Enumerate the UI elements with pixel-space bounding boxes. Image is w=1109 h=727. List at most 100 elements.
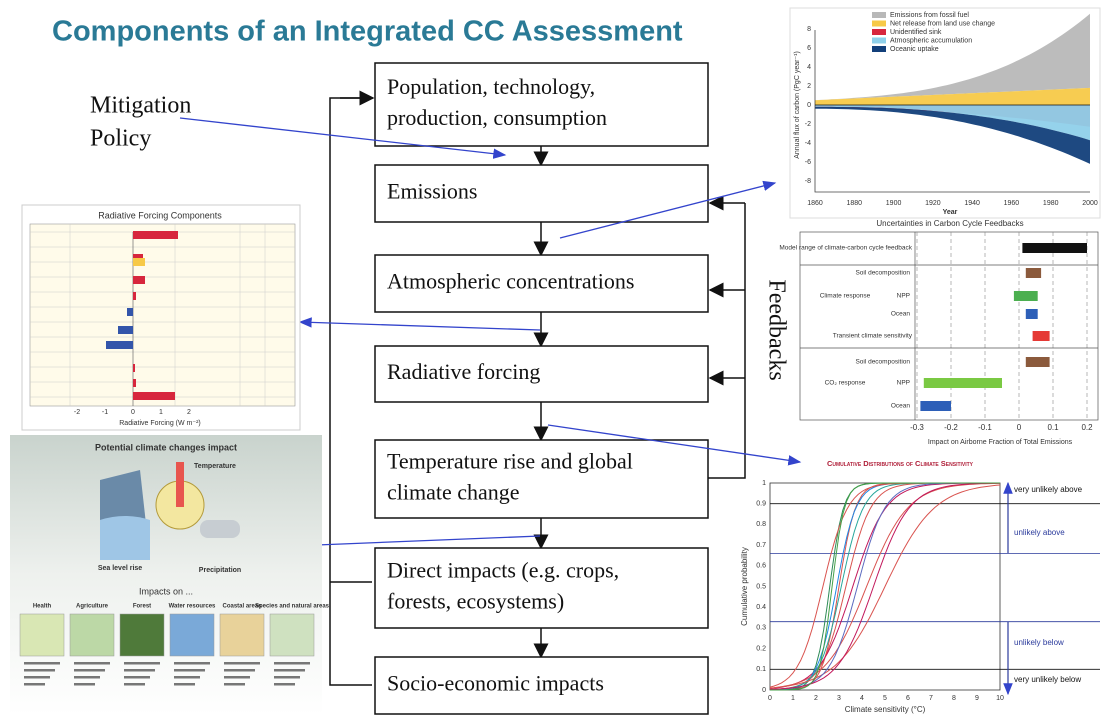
x-tick-label: -0.3 [910, 423, 924, 432]
row-label: NPP [897, 293, 910, 300]
text-line [224, 669, 255, 672]
legend-label: Emissions from fossil fuel [890, 12, 969, 19]
sector-icon [170, 614, 214, 656]
thumb-title: Uncertainties in Carbon Cycle Feedbacks [876, 219, 1023, 228]
text-line [74, 683, 95, 686]
slide: Components of an Integrated CC Assessmen… [0, 0, 1109, 727]
sector-label: Agriculture [76, 604, 109, 610]
forcing-bar [133, 231, 178, 239]
band-label: very unlikely above [1014, 485, 1083, 494]
x-tick-label: 1 [791, 695, 795, 702]
y-tick-label: 0.7 [756, 542, 766, 549]
bracket-line [330, 98, 372, 685]
x-tick-label: 8 [952, 695, 956, 702]
x-tick-label: 7 [929, 695, 933, 702]
text-line [174, 669, 205, 672]
text-line [124, 662, 160, 665]
sector-label: Health [33, 604, 52, 610]
forcing-bar [133, 379, 136, 387]
x-tick-label: 1900 [886, 200, 902, 207]
link-arrow [300, 322, 540, 330]
sector-icon [70, 614, 114, 656]
box-label: Radiative forcing [387, 359, 540, 384]
link-arrow [292, 536, 540, 546]
sea [100, 516, 150, 560]
box-label: Temperature rise and global [387, 449, 633, 474]
flow-box: Population, technology,production, consu… [375, 63, 708, 146]
x-tick-label: 1940 [964, 200, 980, 207]
x-tick-label: 0 [131, 409, 135, 416]
text-line [124, 683, 145, 686]
slide-title: Components of an Integrated CC Assessmen… [52, 16, 683, 48]
text-line [224, 662, 260, 665]
x-tick-label: 2000 [1082, 200, 1098, 207]
x-tick-label: 0.2 [1081, 423, 1093, 432]
text-line [274, 662, 310, 665]
y-tick-label: -8 [805, 178, 811, 185]
x-tick-label: 10 [996, 695, 1004, 702]
y-axis-label: Cumulative probability [740, 547, 749, 626]
text-line [74, 669, 105, 672]
x-axis-label: Radiative Forcing (W m⁻²) [119, 420, 200, 427]
text-line [74, 662, 110, 665]
sector-icon [220, 614, 264, 656]
y-tick-label: -4 [805, 140, 811, 147]
x-tick-label: 1920 [925, 200, 941, 207]
thermo-tube [176, 462, 184, 507]
box-label: Atmospheric concentrations [387, 269, 634, 294]
sector-icon [20, 614, 64, 656]
text-line [124, 669, 155, 672]
legend-label: Unidentified sink [890, 29, 942, 36]
y-tick-label: 0.5 [756, 583, 766, 590]
uncertainty-bar [1026, 268, 1041, 278]
text-line [224, 676, 250, 679]
forcing-bar [133, 258, 145, 266]
uncertainty-bar [1033, 331, 1050, 341]
y-tick-label: 0.4 [756, 604, 766, 611]
text-line [24, 662, 60, 665]
illustration-label: Temperature [194, 463, 236, 470]
sector-label: Forest [133, 604, 151, 610]
group-label: Climate response [820, 293, 871, 300]
x-tick-label: 2 [814, 695, 818, 702]
row-label: Ocean [891, 311, 911, 318]
text-line [174, 683, 195, 686]
row-label: Soil decomposition [855, 270, 910, 277]
x-tick-label: 0 [1017, 423, 1022, 432]
x-tick-label: 1880 [846, 200, 862, 207]
thumb-title: Cumulative Distributions of Climate Sens… [827, 459, 974, 468]
y-tick-label: 0.3 [756, 625, 766, 632]
forcing-bar [106, 341, 133, 349]
y-tick-label: 4 [807, 64, 811, 71]
x-tick-label: 2 [187, 409, 191, 416]
legend-label: Oceanic uptake [890, 46, 939, 53]
flow-box: Direct impacts (e.g. crops,forests, ecos… [375, 548, 708, 628]
y-tick-label: -6 [805, 159, 811, 166]
text-line [274, 676, 300, 679]
x-tick-label: -2 [74, 409, 80, 416]
text-line [24, 683, 45, 686]
mitigation-label: Mitigation [90, 93, 191, 119]
feedback-line [708, 203, 745, 478]
x-tick-label: 1960 [1004, 200, 1020, 207]
thumb-title: Potential climate changes impact [95, 442, 237, 452]
band-label: unlikely below [1014, 638, 1064, 647]
text-line [174, 662, 210, 665]
row-label: Ocean [891, 403, 911, 410]
y-tick-label: 6 [807, 45, 811, 52]
uncertainty-bar [924, 378, 1002, 388]
box-label: Emissions [387, 179, 477, 204]
x-tick-label: 1980 [1043, 200, 1059, 207]
forcing-bar [118, 326, 133, 334]
box-label: forests, ecosystems) [387, 589, 564, 614]
illustration-label: Sea level rise [98, 565, 142, 572]
forcing-chart: Radiative Forcing Components-2-1012Radia… [22, 205, 300, 430]
y-tick-label: 2 [807, 83, 811, 90]
forcing-bar [133, 364, 135, 372]
uncertainty-bar [1026, 309, 1038, 319]
y-tick-label: 0.8 [756, 521, 766, 528]
legend-swatch [872, 46, 886, 52]
box-label: climate change [387, 480, 520, 505]
x-tick-label: -0.1 [978, 423, 992, 432]
